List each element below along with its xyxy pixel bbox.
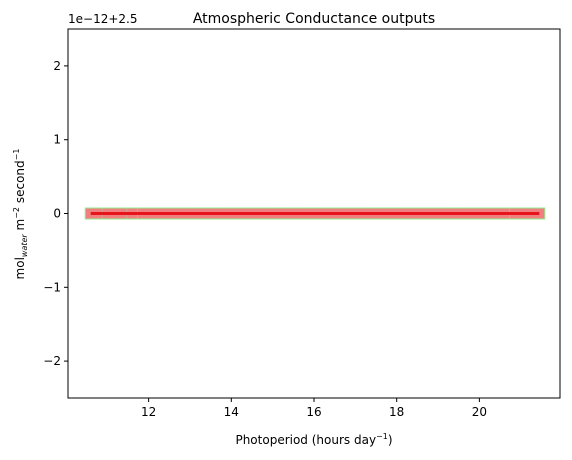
x-tick-label: 12 <box>141 405 156 419</box>
plot-area <box>84 207 546 220</box>
y-axis-label: molwater m−2 second−1 <box>12 149 29 280</box>
chart-title: Atmospheric Conductance outputs <box>193 11 435 27</box>
y-tick-label: 0 <box>53 207 61 221</box>
svg-text:Photoperiod (hours day−1): Photoperiod (hours day−1) <box>235 432 392 447</box>
x-tick-label: 16 <box>306 405 321 419</box>
y-tick-label: −1 <box>43 280 61 294</box>
x-tick-label: 20 <box>472 405 487 419</box>
x-axis-label: Photoperiod (hours day−1) <box>235 432 392 447</box>
x-tick-label: 18 <box>389 405 404 419</box>
y-offset-label: 1e−12+2.5 <box>68 12 137 26</box>
svg-text:molwater m−2 second−1: molwater m−2 second−1 <box>12 149 29 280</box>
x-tick-label: 14 <box>224 405 239 419</box>
y-tick-label: 2 <box>53 59 61 73</box>
y-tick-label: 1 <box>53 133 61 147</box>
y-tick-label: −2 <box>43 354 61 368</box>
